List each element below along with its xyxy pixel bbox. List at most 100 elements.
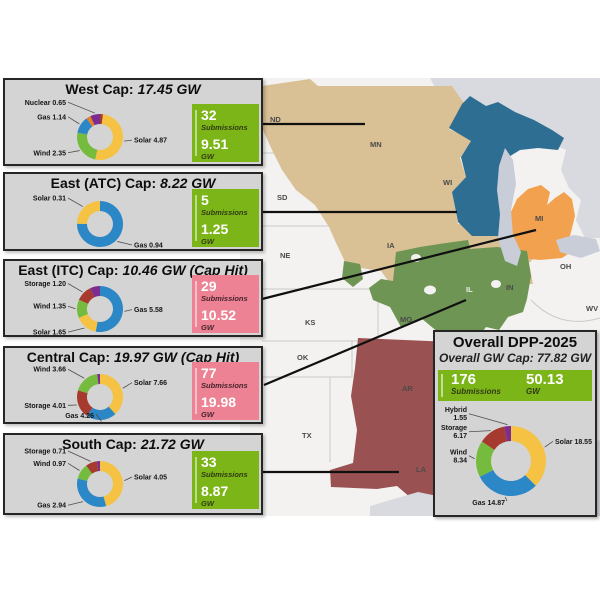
map-hole xyxy=(424,285,436,295)
donut-label-storage: Storage 1.20 xyxy=(24,281,66,288)
donut-slice-hybrid xyxy=(504,426,511,442)
donut-label-gas: Gas 5.58 xyxy=(134,307,163,314)
donut-slice-gas xyxy=(77,478,107,507)
panel-west: West Cap: 17.45 GW Solar 4.87 Wind 2.35 Gas … xyxy=(3,78,263,166)
donut-slice-hybrid xyxy=(96,461,100,472)
panel-east-atc: East (ATC) Cap: 8.22 GW Gas 0.94 Solar 0.31… xyxy=(3,172,263,251)
donut-slice-gas xyxy=(76,201,124,247)
panel-title-name: Central Cap: xyxy=(26,349,110,365)
stat-box-ok: 33 Submissions 8.87 GW xyxy=(192,451,259,509)
overall-panel: Overall DPP-2025 Overall GW Cap: 77.82 G… xyxy=(433,330,597,517)
state-label-mo: MO xyxy=(400,315,412,324)
lake-michigan xyxy=(497,148,521,266)
stat-count-label: Submissions xyxy=(201,294,248,303)
donut-slice-storage xyxy=(100,114,104,125)
panel-cap-value: 21.72 GW xyxy=(140,436,204,452)
donut-label-hybrid: Hybrid 1.55 xyxy=(445,407,467,422)
donut-label-leader xyxy=(67,327,85,333)
state-label-nd: ND xyxy=(270,115,281,124)
stat-count-label: Submissions xyxy=(201,123,248,132)
canada-and-lakes xyxy=(430,78,600,238)
donut-label-leader xyxy=(544,440,554,448)
donut-label-leader xyxy=(67,101,95,114)
state-label-ks: KS xyxy=(305,318,315,327)
panel-title-name: West Cap: xyxy=(65,81,134,97)
overall-gw-value: 50.13 xyxy=(526,371,564,388)
overall-donut-chart: Solar 18.55 Gas 14.87 Wind 8.34 Storage 6.17 H… xyxy=(441,407,592,507)
stat-count-label: Submissions xyxy=(201,208,248,217)
donut-label-storage: Storage 4.01 xyxy=(24,403,66,410)
donut-chart-east-atc: Gas 0.94 Solar 0.31 xyxy=(33,196,163,249)
donut-slice-wind xyxy=(476,441,495,477)
donut-label-leader xyxy=(468,455,475,460)
donut-slice-gas xyxy=(77,118,93,135)
donut-label-solar: Solar 7.66 xyxy=(134,380,167,387)
donut-label-leader xyxy=(468,430,491,433)
overall-submissions-stat: 176 Submissions xyxy=(451,372,501,397)
stat-gw-label: GW xyxy=(201,152,214,161)
panel-title: East (ITC) Cap: 10.46 GW (Cap Hit) xyxy=(5,261,261,279)
stat-gw-label: GW xyxy=(201,323,214,332)
donut-label-leader xyxy=(124,309,133,312)
donut-slice-gas xyxy=(479,470,536,496)
stat-count: 29 xyxy=(201,278,217,294)
panel-cap-value: 10.46 GW (Cap Hit) xyxy=(122,262,248,278)
stat-count: 33 xyxy=(201,454,217,470)
panel-title-name: East (ATC) Cap: xyxy=(50,175,157,191)
state-label-la: LA xyxy=(416,465,427,474)
donut-label-solar: Solar 1.65 xyxy=(33,330,66,335)
donut-label-storage: Storage 0.71 xyxy=(24,449,66,456)
stat-gw: 9.51 xyxy=(201,136,229,152)
state-border xyxy=(530,299,600,322)
donut-slice-solar xyxy=(511,426,546,486)
donut-label-leader xyxy=(67,450,91,462)
donut-chart-west: Solar 4.87 Wind 2.35 Gas 1.14 Nuclear 0.65 xyxy=(25,100,167,160)
donut-slice-wind xyxy=(77,299,89,318)
state-label-ok: OK xyxy=(297,353,309,362)
map-hole xyxy=(491,280,501,288)
donut-label-gas: Gas 2.94 xyxy=(37,503,66,510)
stat-gw-label: GW xyxy=(201,499,214,508)
donut-label-wind: Wind 1.35 xyxy=(33,304,66,311)
donut-label-leader xyxy=(468,413,508,426)
donut-chart-central: Solar 7.66 Gas 4.26 Storage 4.01 Wind 3.66 xyxy=(24,367,167,422)
donut-label-leader xyxy=(67,305,76,310)
state-label-wv: WV xyxy=(586,304,598,313)
overall-title: Overall DPP-2025 xyxy=(452,334,578,351)
donut-slice-nuclear xyxy=(90,114,100,126)
donut-slice-solar xyxy=(100,374,123,415)
state-label-mn: MN xyxy=(370,140,382,149)
panel-title: East (ATC) Cap: 8.22 GW xyxy=(5,174,261,192)
state-label-ia: IA xyxy=(387,241,395,250)
stat-box-ok: 5 Submissions 1.25 GW xyxy=(192,189,259,247)
map-region-east-atc xyxy=(449,96,564,236)
map-region-central xyxy=(369,240,531,347)
donut-chart-east-itc: Gas 5.58 Solar 1.65 Wind 1.35 Storage 1.20 xyxy=(24,281,163,335)
overall-subtitle: Overall GW Cap: 77.82 GW xyxy=(438,351,592,365)
donut-label-leader xyxy=(67,116,80,125)
panel-title: West Cap: 17.45 GW xyxy=(5,80,261,98)
overall-gw-stat: 50.13 GW xyxy=(526,372,564,397)
stat-box-hit: 29 Submissions 10.52 GW xyxy=(192,275,259,333)
stat-count: 5 xyxy=(201,192,209,208)
panel-title: Central Cap: 19.97 GW (Cap Hit) xyxy=(5,348,261,366)
donut-slice-solar xyxy=(77,201,100,224)
donut-slice-solar xyxy=(95,114,123,160)
donut-label-leader xyxy=(67,463,80,471)
donut-slice-other xyxy=(86,116,95,127)
donut-label-leader xyxy=(67,150,80,154)
state-label-oh: OH xyxy=(560,262,571,271)
donut-slice-wind xyxy=(78,374,99,394)
stat-gw: 8.87 xyxy=(201,483,229,499)
state-label-in: IN xyxy=(506,283,514,292)
donut-label-leader xyxy=(67,197,83,207)
panel-cap-value: 17.45 GW xyxy=(137,81,201,97)
state-label-mi: MI xyxy=(535,214,543,223)
stat-box-hit: 77 Submissions 19.98 GW xyxy=(192,362,259,420)
panel-title-name: South Cap: xyxy=(62,436,137,452)
stat-gw: 19.98 xyxy=(201,394,237,410)
donut-label-gas: Gas 14.87 xyxy=(472,500,505,507)
donut-label-leader xyxy=(504,496,508,502)
panel-south: South Cap: 21.72 GW Solar 4.05 Gas 2.94 Wind… xyxy=(3,433,263,515)
